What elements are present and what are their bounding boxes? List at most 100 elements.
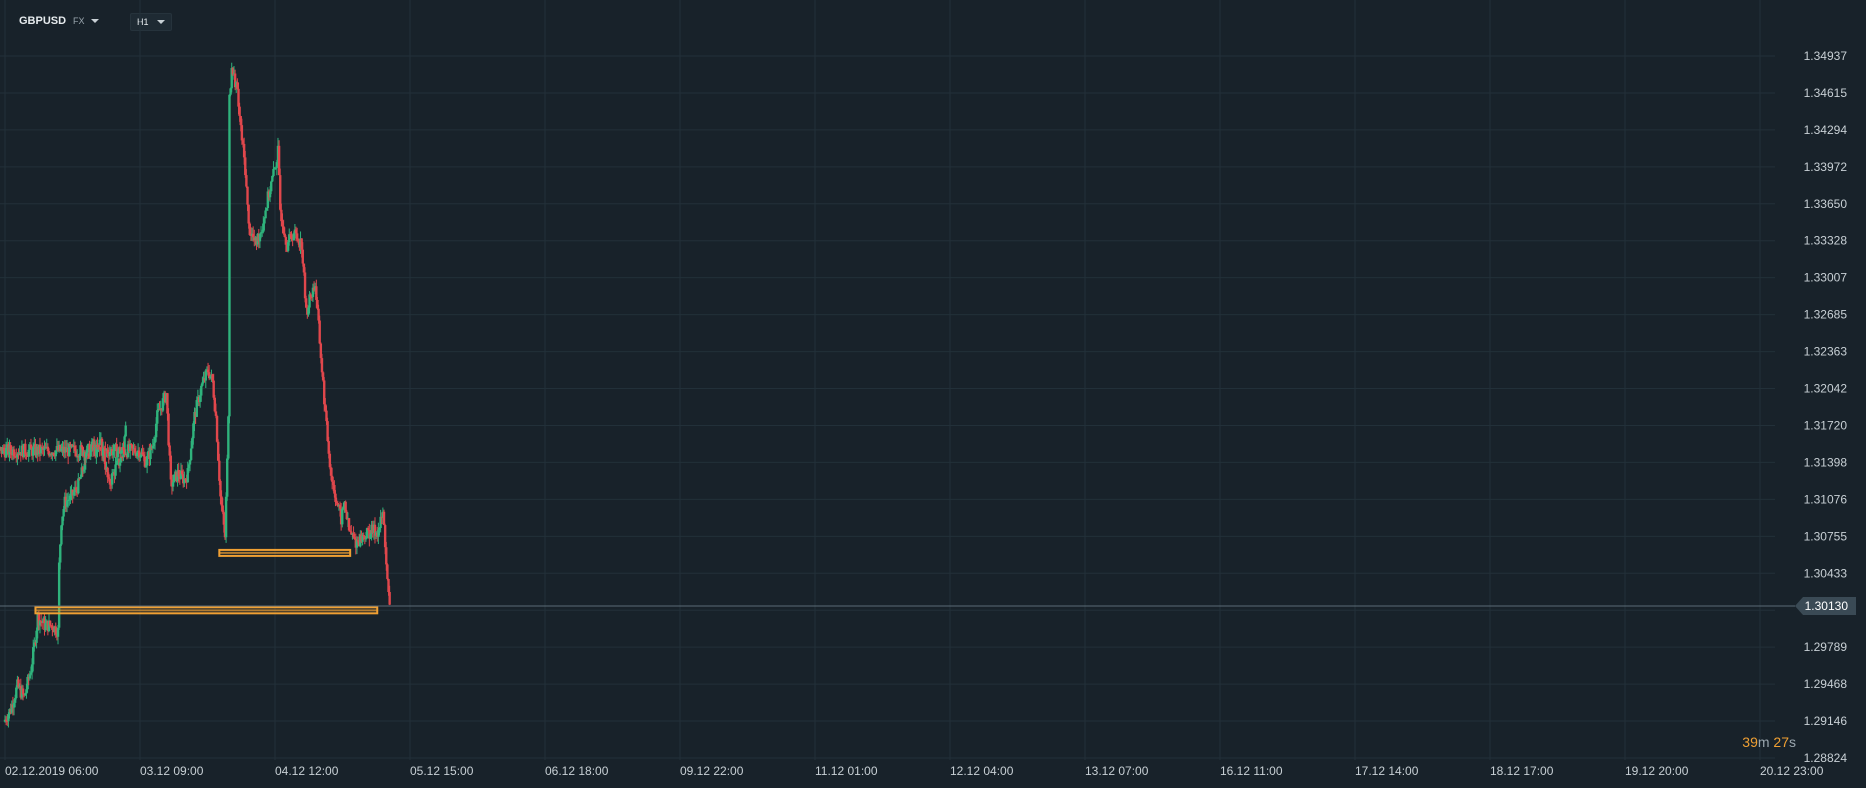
x-tick-label: 02.12.2019 06:00 [5,764,99,778]
candle-body [139,456,142,458]
candle-body [60,448,63,451]
candle-body [79,445,82,456]
candle-body [48,620,52,626]
candle-body [59,544,62,563]
candle-body [302,263,306,273]
candle-body [153,437,157,443]
candle-body [57,562,61,628]
candle-body [344,501,347,512]
candle-body [259,232,263,234]
candle-body [239,116,242,126]
candle-body [284,237,288,245]
candle-body [149,446,152,460]
candle-body [369,534,372,539]
candle-body [68,499,71,501]
candle-body [43,447,46,450]
candle-body [121,456,124,458]
candle-body [98,447,101,450]
candle-body [265,208,268,211]
candle-body [85,452,88,458]
candle-body [335,501,338,503]
candle-body [124,425,127,437]
candle-body [119,450,123,454]
candle-body [62,508,65,517]
candle-body [152,442,156,446]
candle-body [318,320,321,344]
symbol-selector[interactable]: GBPUSD [19,15,67,27]
candle-body [44,623,47,631]
candle-body [288,234,291,243]
chevron-down-icon [156,20,165,24]
candle-body [59,445,62,451]
candle-body [289,234,292,236]
candle-body [28,674,32,679]
candle-body [79,477,82,479]
candle-body [246,186,249,205]
candle-body [229,88,232,95]
candle-body [41,447,44,449]
candle-body [47,451,51,456]
candle-body [382,511,386,526]
candle-body [26,455,29,457]
candle-body [144,465,148,467]
candle-body [37,613,41,626]
candle-body [207,372,211,379]
candle-body [193,411,196,424]
y-tick-label: 1.33972 [1804,160,1848,174]
candle-body [273,168,276,170]
candle-body [108,478,112,485]
candle-body [264,210,267,219]
candle-body [266,191,270,209]
candle-body [78,455,81,458]
candle-body [183,478,186,484]
candle-body [277,145,281,176]
candle-body [161,398,165,411]
candle-body [7,714,10,722]
candle-body [101,447,105,456]
candle-body [195,400,198,417]
candle-body [129,443,132,452]
candle-body [145,456,149,466]
candle-body [123,436,126,450]
candle-body [54,450,57,457]
candle-body [367,528,370,531]
candle-body [38,620,42,626]
candle-body [270,181,273,192]
candle-body [283,233,286,238]
candle-body [247,204,250,224]
candle-body [138,450,141,458]
x-tick-label: 11.12 01:00 [815,764,878,778]
x-tick-label: 09.12 22:00 [680,764,744,778]
candle-body [365,528,369,539]
candle-body [245,175,248,187]
candle-body [154,423,158,438]
candle-body [236,82,239,89]
candle-body [112,451,115,456]
candle-body [89,449,92,457]
candle-body [54,626,57,635]
countdown-s-unit: s [1789,734,1796,750]
candle-body [220,496,223,506]
y-tick-label: 1.29146 [1804,714,1848,728]
candle-body [324,404,327,411]
candle-body [338,505,342,509]
candle-body [177,469,180,477]
candle-body [272,168,275,176]
chart-toolbar: GBPUSD FX H1 [0,0,700,40]
candle-body [117,458,121,466]
y-tick-label: 1.29468 [1804,677,1848,691]
market-label: FX [73,16,85,26]
market-dropdown[interactable]: FX [73,16,99,26]
candle-body [262,223,265,232]
y-tick-label: 1.29789 [1804,640,1848,654]
candle-body [118,462,122,466]
current-price-label: 1.30130 [1805,599,1849,613]
candle-body [115,460,118,465]
candle-body [251,233,255,238]
x-tick-label: 20.12 23:00 [1760,764,1824,778]
candle-body [29,672,33,675]
candle-body [24,443,27,455]
candle-body [10,704,13,713]
candle-body [98,439,101,446]
